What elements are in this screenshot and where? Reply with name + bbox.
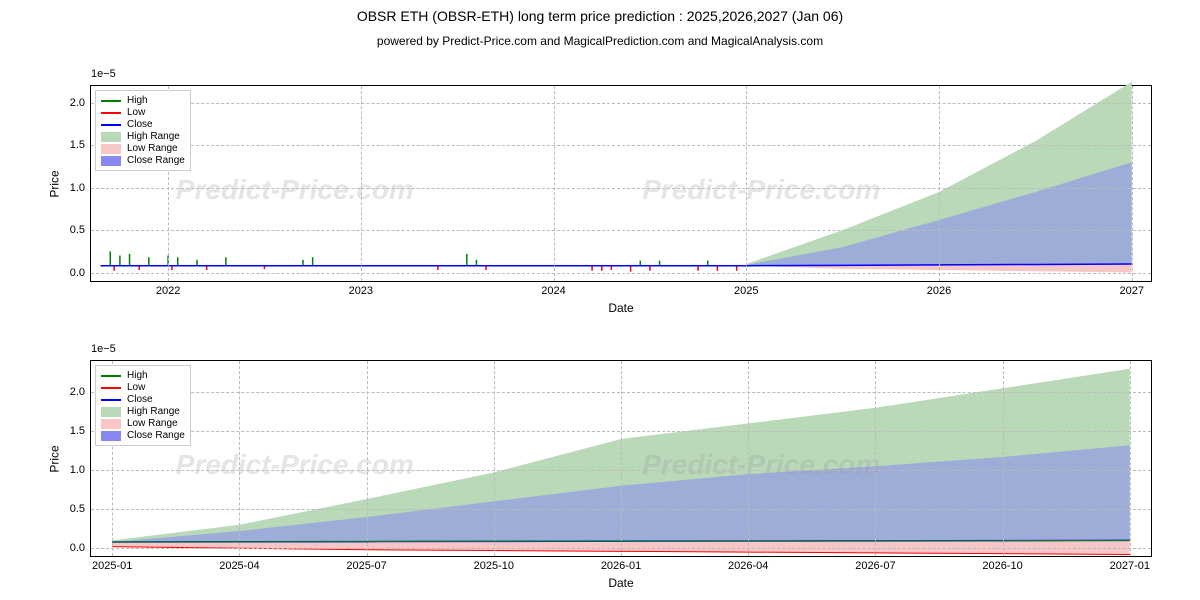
legend-swatch [101,112,121,114]
legend-label: Low Range [127,143,178,154]
chart-bottom-inner: 1e−5 Price Date HighLowCloseHigh RangeLo… [91,361,1151,556]
ytick-label: 0.5 [70,503,91,515]
legend-item: Close Range [101,155,185,166]
legend-label: High [127,95,148,106]
gridline [621,361,622,556]
ytick-label: 1.0 [70,182,91,194]
legend-label: Close Range [127,430,185,441]
legend: HighLowCloseHigh RangeLow RangeClose Ran… [95,365,191,446]
gridline [1132,86,1133,281]
x-axis-label: Date [608,301,633,315]
legend-label: Low [127,382,145,393]
legend: HighLowCloseHigh RangeLow RangeClose Ran… [95,90,191,171]
ytick-label: 0.0 [70,542,91,554]
legend-item: High Range [101,406,185,417]
xtick-label: 2026-10 [982,556,1022,572]
legend-swatch [101,375,121,377]
legend-label: High [127,370,148,381]
ytick-label: 2.0 [70,97,91,109]
gridline [239,361,240,556]
legend-swatch [101,132,121,142]
chart-bottom: 1e−5 Price Date HighLowCloseHigh RangeLo… [90,360,1152,557]
gridline [91,230,1151,231]
legend-item: Low Range [101,143,185,154]
gridline [494,361,495,556]
gridline [746,86,747,281]
gridline [91,145,1151,146]
legend-item: Close Range [101,430,185,441]
gridline [554,86,555,281]
legend-item: Close [101,394,185,405]
gridline [748,361,749,556]
legend-item: Close [101,119,185,130]
ytick-label: 0.5 [70,224,91,236]
y-exponent: 1e−5 [91,68,116,80]
ytick-label: 1.5 [70,425,91,437]
legend-item: Low [101,382,185,393]
figure-subtitle: powered by Predict-Price.com and Magical… [0,34,1200,48]
xtick-label: 2026 [927,281,951,297]
legend-item: High [101,95,185,106]
xtick-label: 2027-01 [1110,556,1150,572]
xtick-label: 2026-04 [728,556,768,572]
x-axis-label: Date [608,576,633,590]
ytick-label: 0.0 [70,267,91,279]
legend-label: Close [127,394,153,405]
figure-container: OBSR ETH (OBSR-ETH) long term price pred… [0,0,1200,600]
gridline [367,361,368,556]
legend-label: Low Range [127,418,178,429]
chart-top-svg [91,86,1151,281]
xtick-label: 2025-10 [474,556,514,572]
gridline [91,273,1151,274]
legend-label: High Range [127,406,180,417]
chart-top-inner: 1e−5 Price Date HighLowCloseHigh RangeLo… [91,86,1151,281]
gridline [1003,361,1004,556]
gridline [91,103,1151,104]
xtick-label: 2027 [1119,281,1143,297]
gridline [939,86,940,281]
legend-swatch [101,156,121,166]
ytick-label: 2.0 [70,386,91,398]
legend-swatch [101,431,121,441]
legend-swatch [101,399,121,401]
xtick-label: 2025-07 [346,556,386,572]
xtick-label: 2025-04 [219,556,259,572]
legend-item: High Range [101,131,185,142]
xtick-label: 2026-01 [601,556,641,572]
legend-swatch [101,100,121,102]
xtick-label: 2023 [349,281,373,297]
xtick-label: 2026-07 [855,556,895,572]
legend-item: High [101,370,185,381]
legend-swatch [101,124,121,126]
legend-label: Low [127,107,145,118]
xtick-label: 2025-01 [92,556,132,572]
ytick-label: 1.0 [70,464,91,476]
legend-item: Low [101,107,185,118]
ytick-label: 1.5 [70,139,91,151]
legend-swatch [101,387,121,389]
legend-label: High Range [127,131,180,142]
gridline [1130,361,1131,556]
chart-top: 1e−5 Price Date HighLowCloseHigh RangeLo… [90,85,1152,282]
legend-label: Close [127,119,153,130]
xtick-label: 2025 [734,281,758,297]
y-axis-label: Price [48,445,62,472]
xtick-label: 2024 [541,281,565,297]
y-axis-label: Price [48,170,62,197]
gridline [361,86,362,281]
legend-swatch [101,419,121,429]
y-exponent: 1e−5 [91,343,116,355]
xtick-label: 2022 [156,281,180,297]
gridline [91,188,1151,189]
figure-title: OBSR ETH (OBSR-ETH) long term price pred… [0,8,1200,24]
legend-item: Low Range [101,418,185,429]
legend-swatch [101,144,121,154]
gridline [875,361,876,556]
legend-swatch [101,407,121,417]
legend-label: Close Range [127,155,185,166]
